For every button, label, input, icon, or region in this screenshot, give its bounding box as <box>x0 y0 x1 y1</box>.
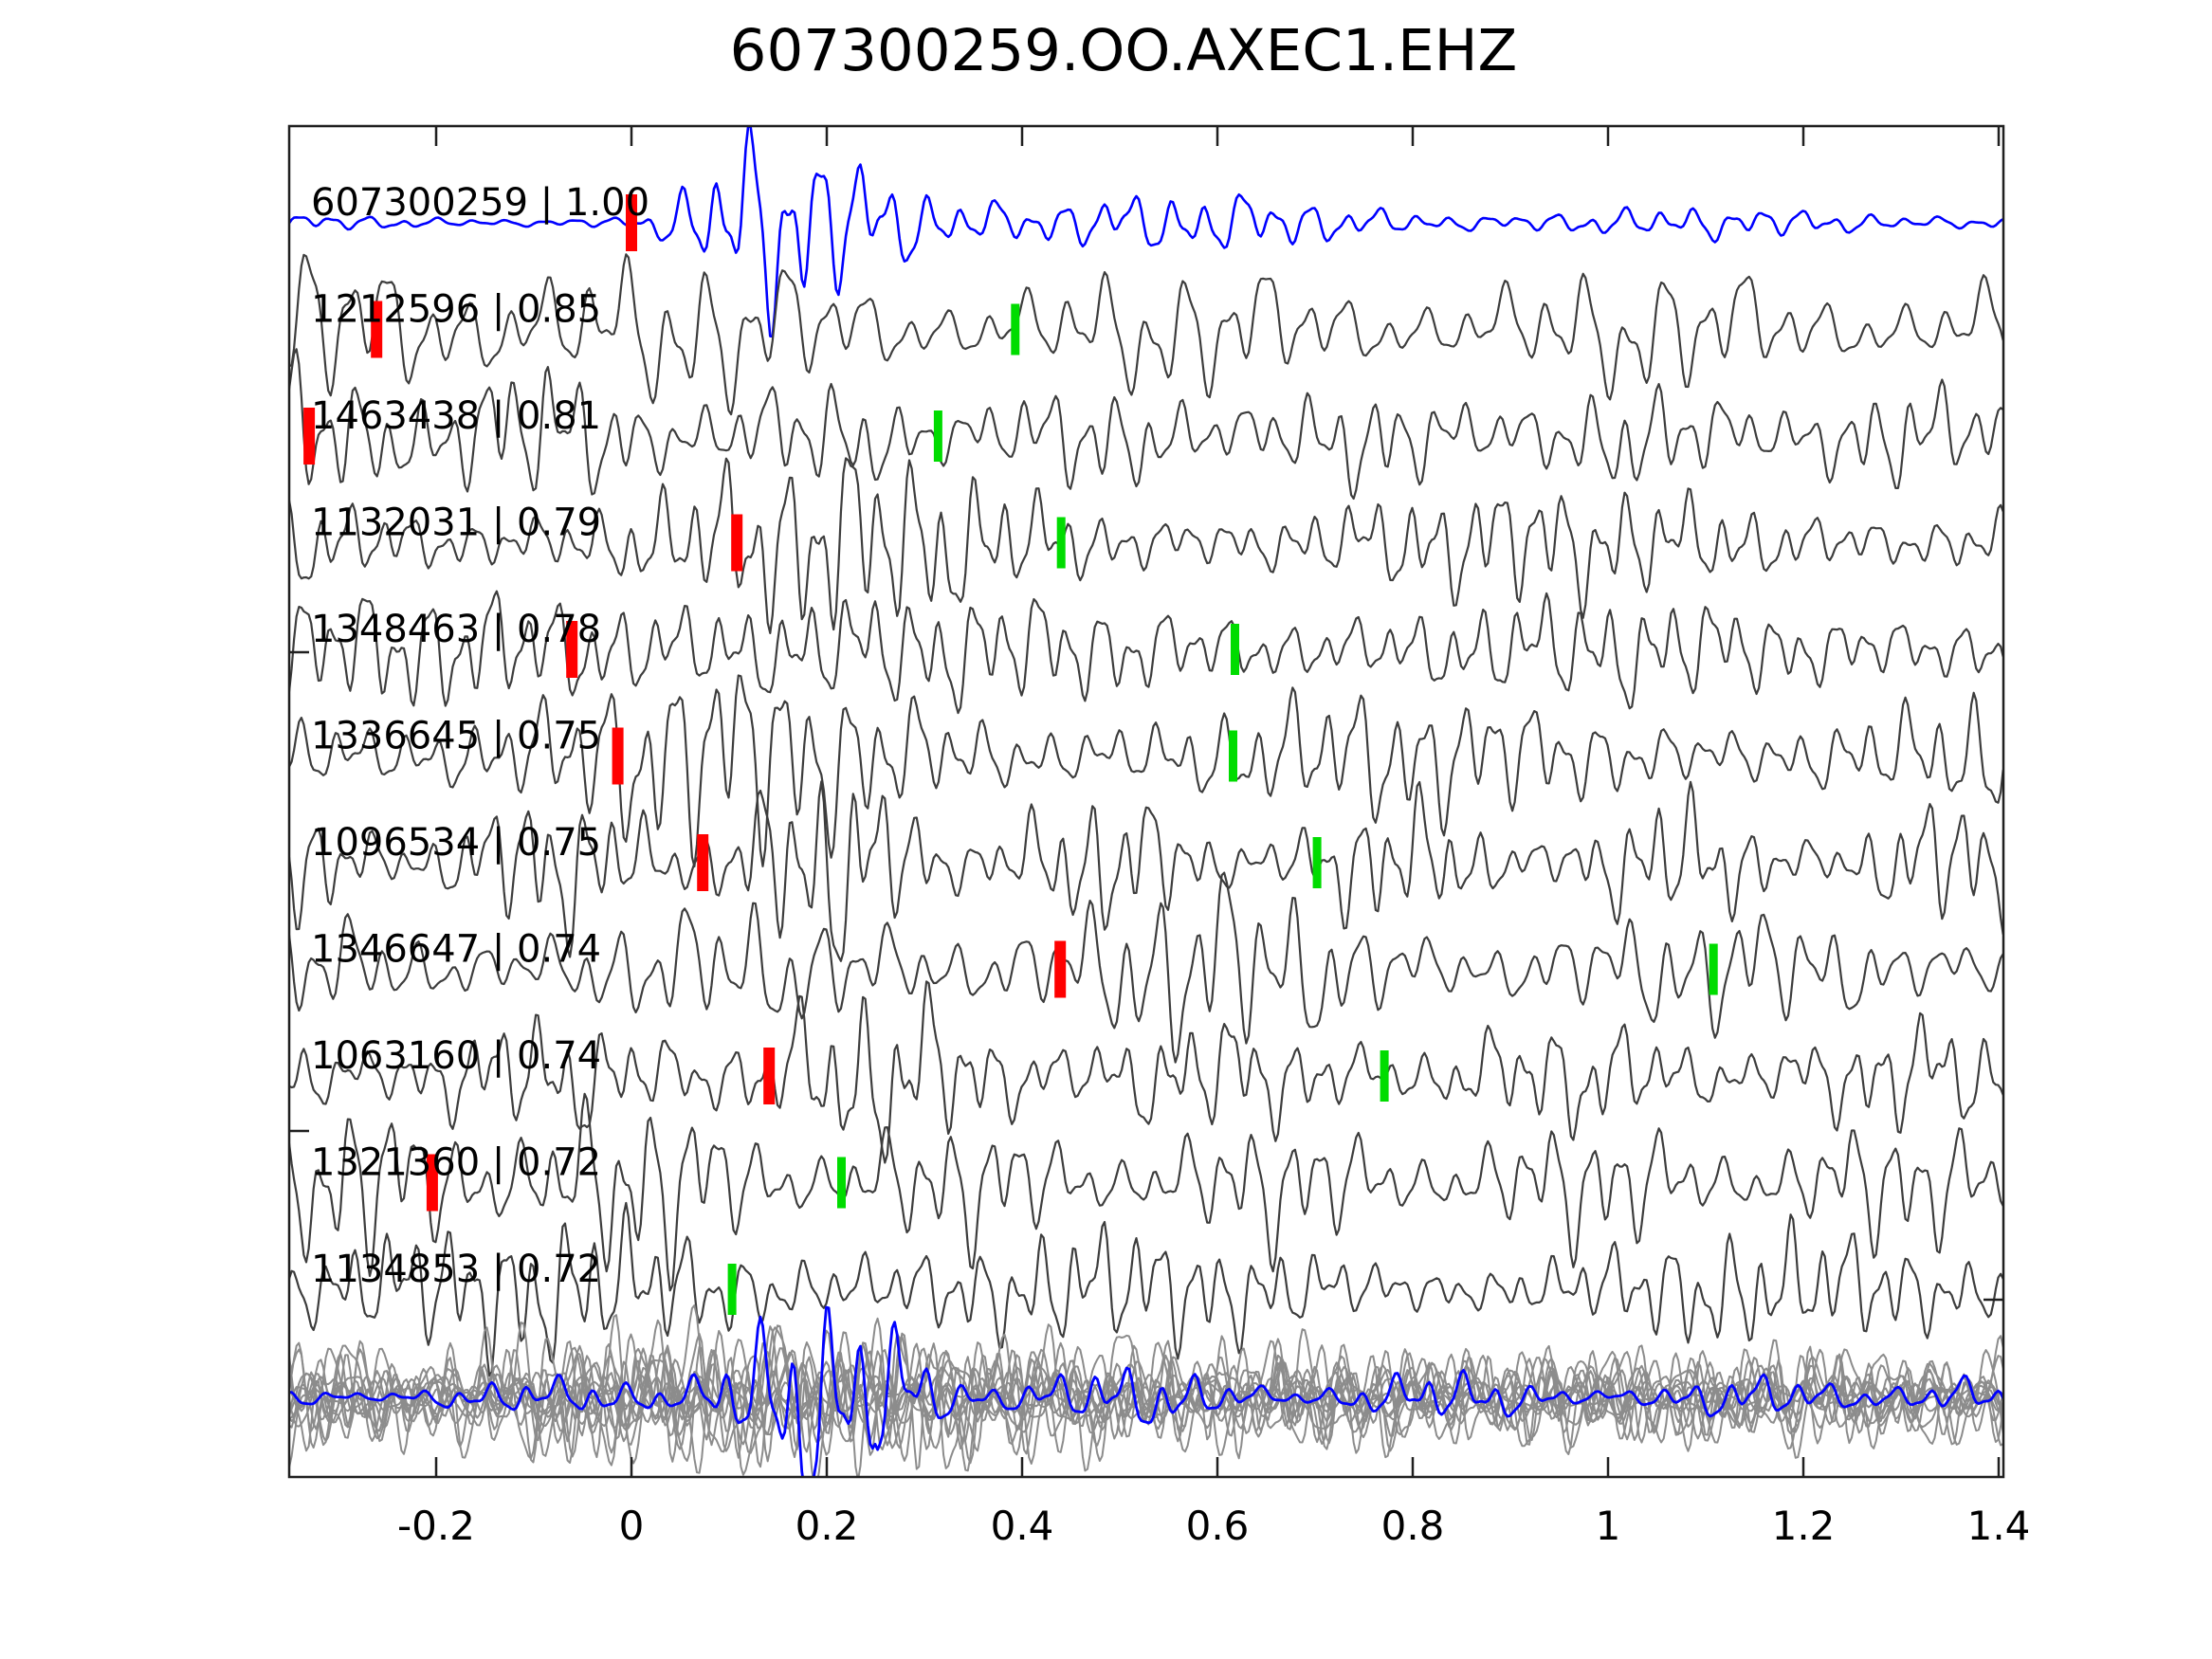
x-tick-label: 1.4 <box>1967 1503 2031 1549</box>
overlay-gray-waveform <box>289 1333 2003 1477</box>
detection-pick-marker <box>1709 943 1718 995</box>
plot-frame <box>287 124 2005 1479</box>
detection-waveform <box>289 871 2003 1064</box>
x-tick-label: 0.8 <box>1381 1503 1445 1549</box>
detection-waveform <box>289 253 2003 416</box>
template-pick-marker <box>426 1154 438 1212</box>
detection-pick-marker <box>1231 624 1239 675</box>
detection-pick-marker <box>727 1264 737 1315</box>
pick-markers-top-layer <box>303 194 1718 1315</box>
axis-ticks-layer <box>289 126 2003 1477</box>
trace-label: 1463438 | 0.81 <box>311 394 601 438</box>
detection-waveform <box>289 1201 2003 1377</box>
detection-waveform <box>289 1092 2003 1292</box>
template-pick-marker <box>566 621 578 678</box>
trace-label: 1212596 | 0.85 <box>311 288 601 332</box>
x-tick-label: 0.2 <box>795 1503 859 1549</box>
template-pick-marker <box>697 834 709 891</box>
x-tick-label: 1.2 <box>1772 1503 1836 1549</box>
detection-waveform <box>289 457 2003 634</box>
detection-pick-marker <box>1380 1050 1389 1102</box>
detection-waveform <box>289 590 2003 715</box>
detection-pick-marker <box>837 1157 846 1209</box>
template-pick-marker <box>763 1048 776 1104</box>
template-waveform <box>289 126 2003 338</box>
x-tick-label: -0.2 <box>397 1503 475 1549</box>
trace-labels-layer: 607300259 | 1.00 1212596 | 0.85 1463438 | … <box>311 181 649 1291</box>
detection-waveform <box>289 980 2003 1164</box>
trace-label: 1321360 | 0.72 <box>311 1141 601 1185</box>
trace-label: 1134853 | 0.72 <box>311 1248 601 1291</box>
detection-pick-marker <box>1011 303 1020 356</box>
template-pick-marker <box>1054 940 1067 998</box>
trace-label: 1348463 | 0.78 <box>311 608 601 651</box>
detection-pick-marker <box>933 410 942 462</box>
detection-pick-marker <box>1312 837 1322 888</box>
overlay-gray-waveform <box>289 1317 2003 1472</box>
trace-label: 607300259 | 1.00 <box>311 181 649 225</box>
chart-title: 607300259.OO.AXEC1.EHZ <box>730 17 1518 84</box>
template-pick-marker <box>371 301 383 358</box>
trace-label: 1096534 | 0.75 <box>311 821 601 865</box>
trace-label: 1063160 | 0.74 <box>311 1034 601 1078</box>
detection-pick-marker <box>1056 517 1066 569</box>
detection-waveform <box>289 348 2003 501</box>
axis-tick-labels-layer: -0.2 0 0.2 0.4 0.6 0.8 1 1.2 1.4 <box>397 1503 2030 1549</box>
detection-waveform <box>289 780 2003 962</box>
template-pick-marker <box>626 194 637 251</box>
template-pick-marker <box>612 727 624 785</box>
waveform-traces-layer <box>289 126 2003 1477</box>
overlay-blue-waveform <box>289 1305 2003 1477</box>
x-tick-label: 0 <box>619 1503 645 1549</box>
trace-label: 1346647 | 0.74 <box>311 928 601 972</box>
x-tick-label: 0.6 <box>1186 1503 1250 1549</box>
detection-waveform <box>289 674 2003 868</box>
template-pick-marker <box>731 514 743 572</box>
trace-label: 1132031 | 0.79 <box>311 501 601 545</box>
x-tick-label: 1 <box>1596 1503 1621 1549</box>
x-tick-label: 0.4 <box>991 1503 1054 1549</box>
trace-label: 1336645 | 0.75 <box>311 715 601 758</box>
template-pick-marker <box>303 408 316 465</box>
detection-pick-marker <box>1229 730 1237 782</box>
